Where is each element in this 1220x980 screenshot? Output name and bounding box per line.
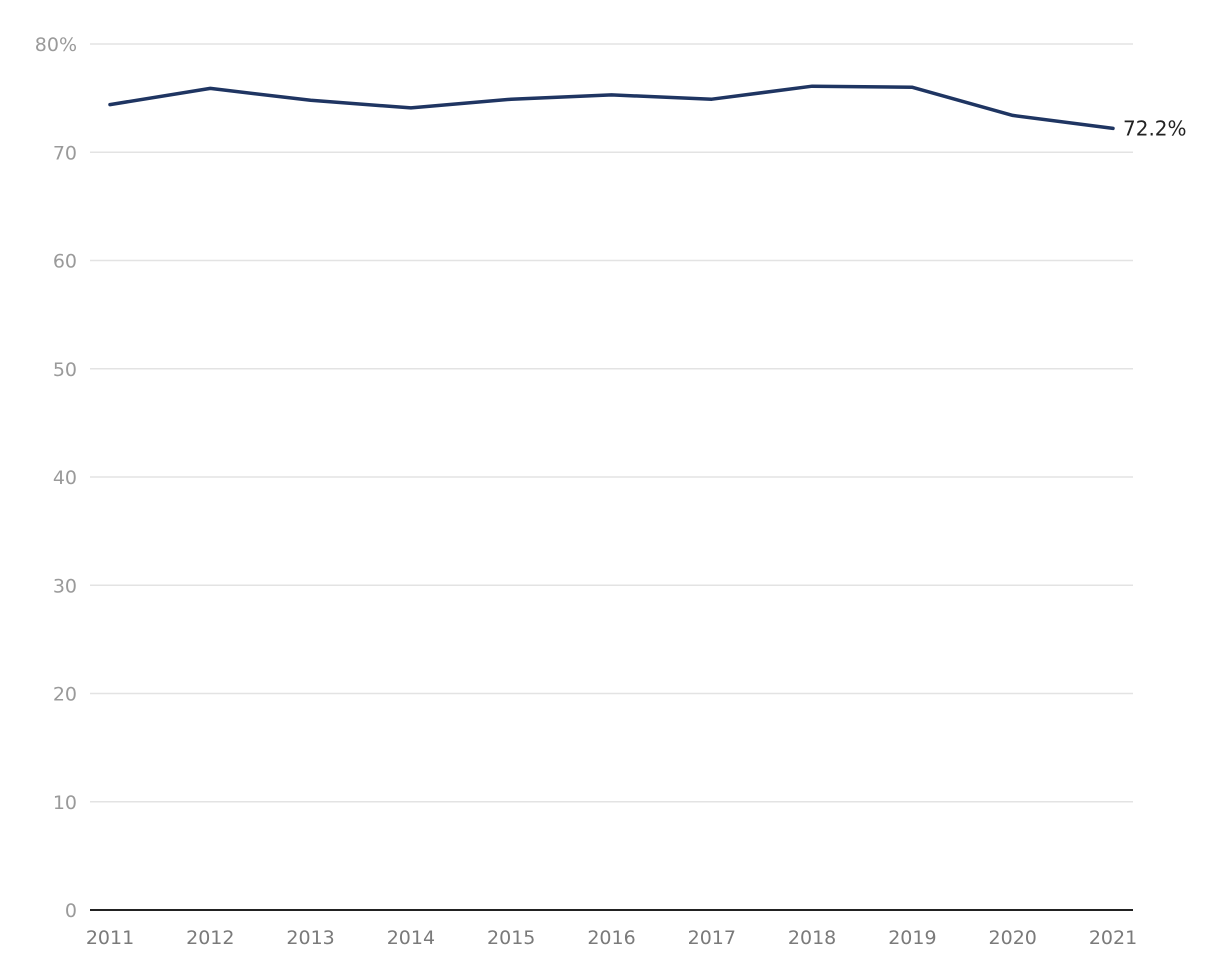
end-value-label: 72.2% — [1123, 116, 1187, 140]
x-axis-ticks: 2011 2012 2013 2014 2015 2016 2017 2018 2019 2020… — [86, 927, 1137, 949]
x-tick-label: 2012 — [186, 927, 234, 949]
y-tick-label: 50 — [53, 359, 77, 381]
x-tick-label: 2015 — [487, 927, 535, 949]
y-tick-label: 60 — [53, 251, 77, 273]
y-tick-label: 20 — [53, 684, 77, 706]
x-tick-label: 2019 — [888, 927, 936, 949]
y-tick-label: 40 — [53, 467, 77, 489]
y-tick-label: 0 — [65, 900, 77, 922]
y-tick-label: 30 — [53, 575, 77, 597]
x-tick-label: 2020 — [989, 927, 1037, 949]
y-tick-label: 70 — [53, 142, 77, 164]
x-tick-label: 2016 — [587, 927, 635, 949]
x-tick-label: 2014 — [387, 927, 435, 949]
x-tick-label: 2018 — [788, 927, 836, 949]
y-tick-label: 80% — [35, 34, 77, 56]
x-tick-label: 2017 — [688, 927, 736, 949]
x-tick-label: 2013 — [286, 927, 334, 949]
x-tick-label: 2021 — [1089, 927, 1137, 949]
x-tick-label: 2011 — [86, 927, 134, 949]
y-tick-label: 10 — [53, 792, 77, 814]
series-line-0 — [108, 84, 1115, 131]
y-axis-ticks: 0 10 20 30 40 50 60 70 80% — [35, 34, 77, 922]
series-group — [108, 84, 1115, 131]
gridlines — [90, 43, 1133, 803]
